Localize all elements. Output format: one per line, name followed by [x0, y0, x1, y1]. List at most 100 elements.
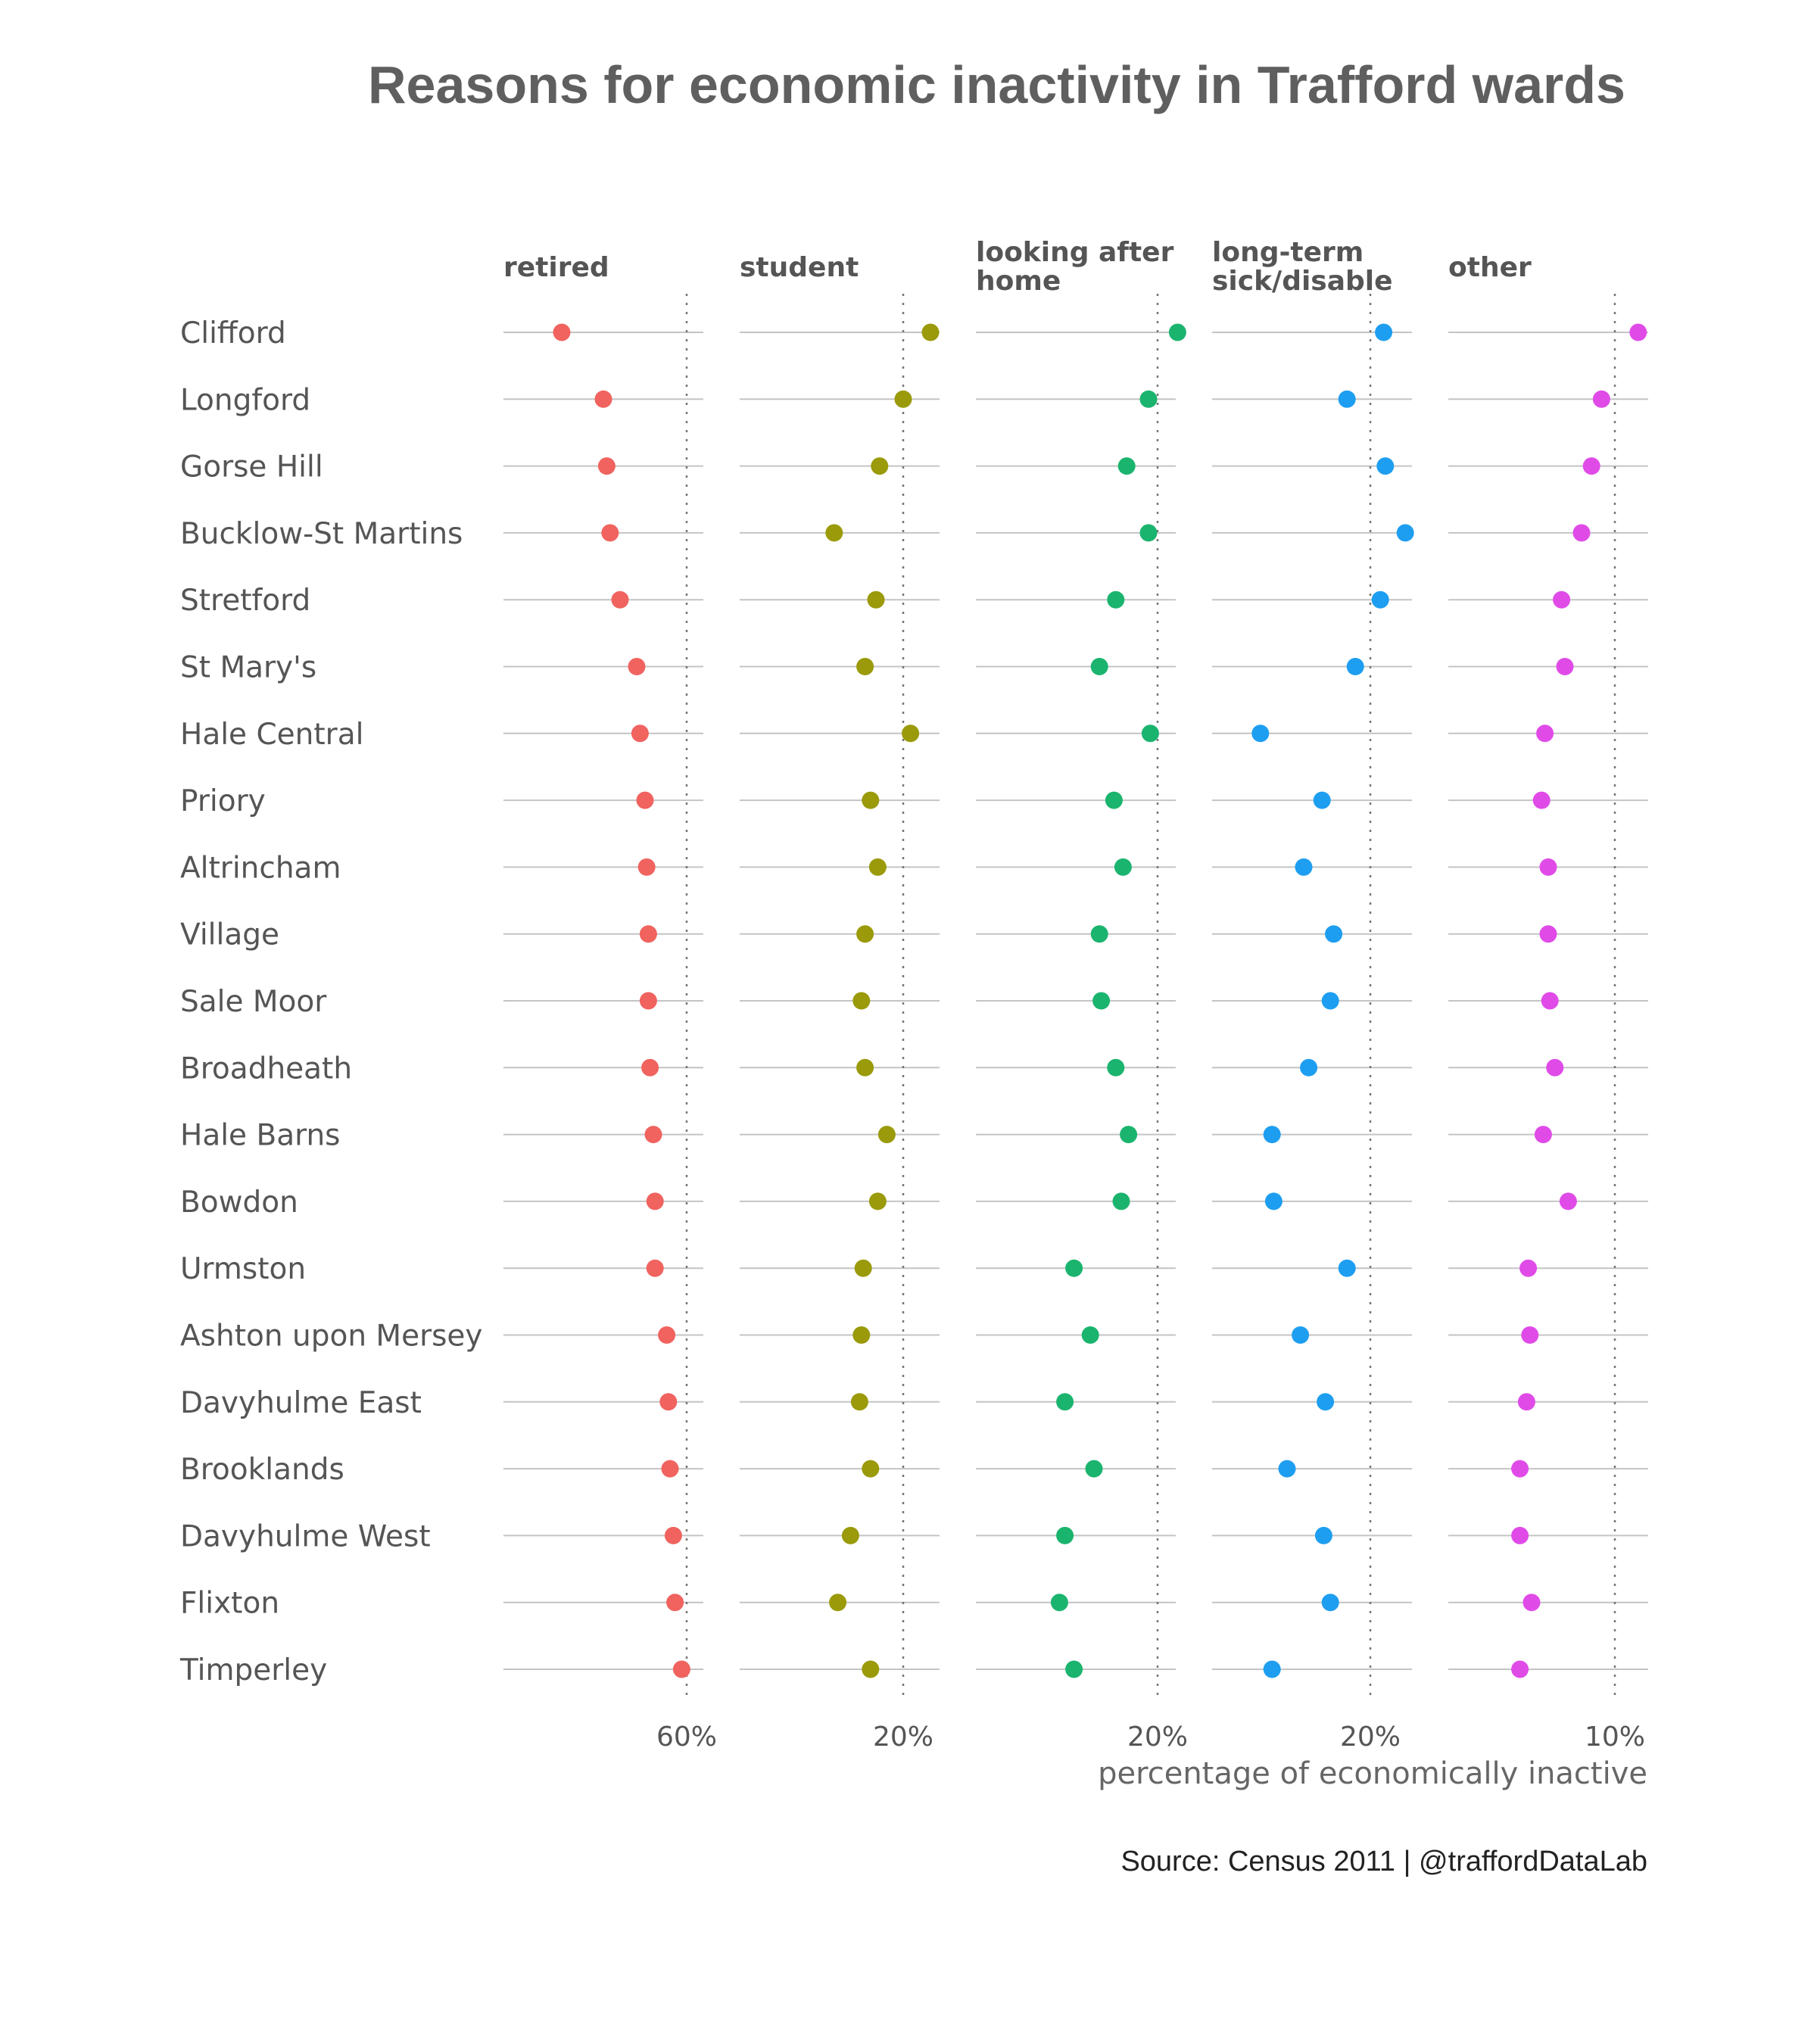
data-point	[854, 1259, 872, 1277]
data-point	[1085, 1460, 1103, 1478]
data-point	[1346, 658, 1364, 675]
data-point	[877, 1126, 896, 1144]
data-point	[594, 390, 612, 408]
facet-title: student	[740, 252, 859, 283]
data-point	[1559, 1192, 1577, 1211]
data-point	[646, 1192, 664, 1211]
data-point	[1168, 323, 1186, 341]
data-point	[1511, 1460, 1529, 1478]
data-point	[1539, 925, 1557, 943]
data-point	[636, 791, 654, 809]
data-point	[1572, 524, 1591, 542]
facet-title: long-term	[1212, 237, 1364, 268]
ward-label: Ashton upon Mersey	[180, 1320, 483, 1354]
data-point	[867, 590, 885, 609]
ward-label: Urmston	[180, 1252, 306, 1286]
data-point	[1582, 457, 1600, 475]
data-point	[1107, 1058, 1125, 1077]
data-point	[1081, 1326, 1099, 1344]
data-point	[1546, 1058, 1564, 1077]
data-point	[1300, 1058, 1318, 1077]
data-point	[1325, 925, 1343, 943]
data-point	[1056, 1393, 1074, 1411]
data-point	[1375, 323, 1393, 341]
data-point	[1629, 323, 1647, 341]
facet-panel: student 20%	[740, 252, 940, 1753]
data-point	[1553, 590, 1571, 609]
data-point	[852, 1326, 871, 1344]
ward-label: Longford	[180, 383, 310, 417]
data-point	[852, 992, 871, 1010]
data-point	[850, 1393, 868, 1411]
data-point	[1251, 724, 1270, 743]
data-point	[1092, 992, 1111, 1010]
facet-title: retired	[503, 252, 609, 283]
data-point	[1105, 791, 1123, 809]
data-point	[829, 1594, 847, 1612]
data-point	[1396, 524, 1414, 542]
ward-label: Flixton	[180, 1587, 279, 1621]
data-point	[553, 323, 571, 341]
facet-title: sick/disable	[1212, 266, 1393, 297]
facet-title: looking after	[976, 237, 1174, 268]
data-point	[862, 791, 880, 809]
tick-label: 20%	[1127, 1722, 1188, 1753]
data-point	[1536, 724, 1554, 743]
data-point	[1539, 858, 1557, 876]
data-point	[597, 457, 616, 475]
tick-label: 10%	[1585, 1722, 1645, 1753]
data-point	[1139, 524, 1158, 542]
data-point	[1511, 1660, 1529, 1678]
data-point	[672, 1660, 690, 1678]
tick-label: 60%	[656, 1722, 717, 1753]
data-point	[1376, 457, 1395, 475]
data-point	[646, 1259, 664, 1277]
data-point	[1263, 1660, 1281, 1678]
data-point	[1117, 457, 1136, 475]
data-point	[921, 323, 940, 341]
ward-label: Brooklands	[180, 1453, 344, 1487]
data-point	[862, 1660, 880, 1678]
data-point	[1090, 658, 1108, 675]
data-point	[1120, 1126, 1138, 1144]
data-point	[1292, 1326, 1310, 1344]
data-point	[666, 1594, 684, 1612]
data-point	[1056, 1526, 1074, 1544]
data-point	[1371, 590, 1389, 609]
ward-label: Broadheath	[180, 1052, 352, 1086]
data-point	[856, 658, 874, 675]
data-point	[664, 1526, 682, 1544]
data-point	[639, 992, 657, 1010]
facet-panel: retired 60%	[503, 252, 717, 1753]
tick-label: 20%	[873, 1722, 933, 1753]
data-point	[1264, 1192, 1282, 1211]
data-point	[1065, 1259, 1083, 1277]
data-point	[637, 858, 656, 876]
data-point	[1141, 724, 1159, 743]
chart-title: Reasons for economic inactivity in Traff…	[368, 55, 1625, 114]
ward-labels: Clifford Longford Gorse Hill Bucklow-St Mar…	[179, 316, 483, 1687]
ward-label: Bucklow-St Martins	[180, 517, 463, 551]
data-point	[1338, 390, 1356, 408]
ward-label: Gorse Hill	[180, 450, 323, 485]
ward-label: Hale Central	[180, 718, 363, 752]
data-point	[856, 1058, 874, 1077]
ward-label: Sale Moor	[180, 985, 327, 1019]
data-point	[658, 1326, 676, 1344]
data-point	[1090, 925, 1108, 943]
ward-label: Timperley	[179, 1653, 327, 1687]
data-point	[1541, 992, 1559, 1010]
data-point	[1556, 658, 1574, 675]
data-point	[1511, 1526, 1529, 1544]
x-axis-label: percentage of economically inactive	[1098, 1756, 1647, 1791]
ward-label: Altrincham	[180, 851, 341, 885]
data-point	[862, 1460, 880, 1478]
data-point	[1107, 590, 1125, 609]
data-point	[1295, 858, 1313, 876]
data-point	[1114, 858, 1132, 876]
data-point	[639, 925, 657, 943]
data-point	[1338, 1259, 1356, 1277]
data-point	[1263, 1126, 1281, 1144]
